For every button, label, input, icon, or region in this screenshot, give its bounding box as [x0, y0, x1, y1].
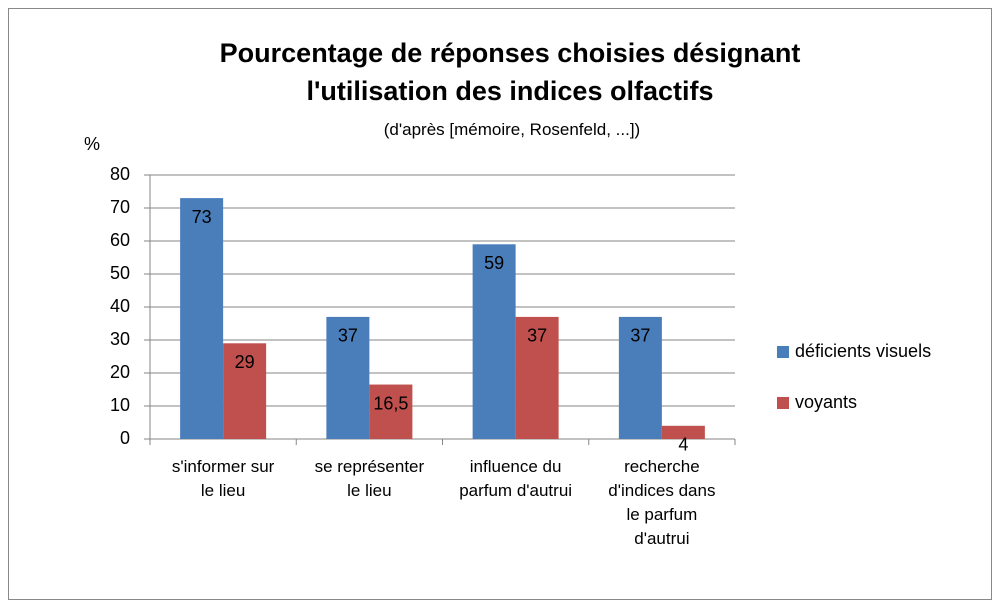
- y-tick-label: 0: [120, 428, 130, 448]
- bar: [369, 384, 413, 439]
- y-tick-label: 70: [110, 197, 130, 217]
- y-tick-label: 20: [110, 362, 130, 382]
- data-label: 73: [192, 207, 212, 227]
- data-label: 59: [484, 253, 504, 273]
- bar: [326, 316, 370, 439]
- data-label: 16,5: [373, 393, 408, 413]
- legend-label: voyants: [795, 392, 858, 412]
- y-tick-label: 40: [110, 296, 130, 316]
- bar: [515, 316, 559, 439]
- y-tick-label: 30: [110, 329, 130, 349]
- x-tick-label: s'informer sur le lieu: [171, 457, 275, 500]
- y-tick-label: 80: [110, 164, 130, 184]
- legend-swatch: [777, 346, 789, 358]
- legend-label: déficients visuels: [795, 341, 932, 361]
- x-tick-label: se représenter le lieu: [314, 457, 425, 500]
- data-label: 37: [527, 326, 547, 346]
- bar: [180, 198, 224, 439]
- data-label: 29: [235, 352, 255, 372]
- data-label: 4: [678, 435, 688, 455]
- chart-subtitle: (d'après [mémoire, Rosenfeld, ...]): [383, 120, 641, 139]
- y-tick-label: 50: [110, 263, 130, 283]
- y-tick-label: 10: [110, 395, 130, 415]
- x-tick-label: influence du parfum d'autrui: [459, 457, 573, 500]
- y-tick-label: 60: [110, 230, 130, 250]
- legend-swatch: [777, 397, 789, 409]
- data-label: 37: [630, 326, 650, 346]
- bar: [223, 343, 267, 439]
- y-axis-label: %: [84, 134, 101, 154]
- bar: [472, 244, 516, 439]
- x-tick-label: recherche d'indices dans le parfum d'aut…: [608, 457, 716, 548]
- bar: [618, 316, 662, 439]
- bar: [661, 425, 705, 439]
- data-label: 37: [338, 326, 358, 346]
- chart-title: Pourcentage de réponses choisies désigna…: [219, 38, 801, 106]
